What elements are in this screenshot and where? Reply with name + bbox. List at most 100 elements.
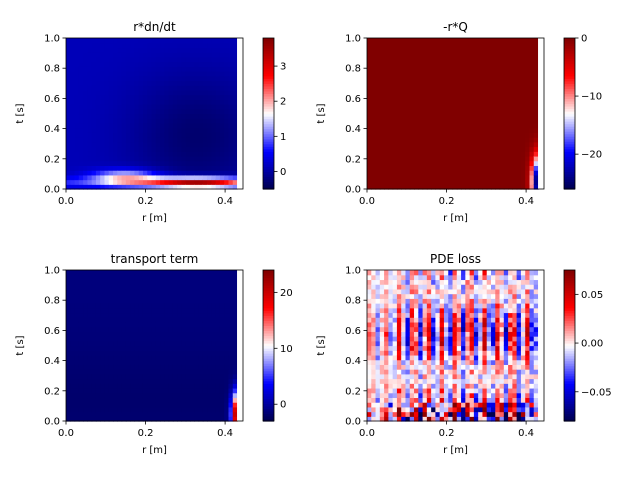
heatmap-cell [151, 336, 157, 342]
heatmap-cell [465, 52, 471, 58]
heatmap-cell [422, 52, 428, 58]
heatmap-cell [138, 85, 144, 91]
heatmap-cell [185, 160, 191, 167]
heatmap-cell [435, 66, 441, 72]
heatmap-cell [172, 56, 178, 63]
heatmap-cell [185, 397, 191, 403]
colorbar-segment [263, 80, 274, 84]
heatmap-cell [172, 369, 178, 375]
heatmap-cell [401, 340, 407, 347]
heatmap-cell [207, 402, 212, 408]
colorbar-segment [564, 166, 575, 170]
heatmap-cell [87, 350, 93, 356]
heatmap-cell [160, 369, 165, 375]
heatmap-cell [164, 165, 170, 171]
heatmap-cell [367, 279, 372, 285]
heatmap-cell [155, 38, 161, 44]
heatmap-cell [388, 137, 394, 143]
heatmap-cell [384, 56, 389, 63]
heatmap-cell [409, 284, 415, 290]
heatmap-cell [478, 359, 484, 365]
heatmap-cell [452, 350, 458, 356]
heatmap-cell [160, 127, 165, 133]
colorbar-segment [263, 410, 274, 415]
heatmap-cell [151, 279, 157, 285]
heatmap-cell [525, 174, 531, 181]
heatmap-cell [435, 184, 441, 190]
heatmap-cell [74, 350, 80, 356]
heatmap-cell [104, 160, 110, 167]
heatmap-cell [108, 108, 114, 115]
heatmap-cell [100, 345, 106, 351]
heatmap-cell [113, 364, 118, 370]
heatmap-cell [190, 397, 195, 403]
heatmap-cell [469, 137, 475, 143]
heatmap-cell [461, 184, 466, 190]
heatmap-cell [371, 378, 377, 384]
heatmap-cell [87, 56, 93, 63]
heatmap-cell [211, 298, 217, 304]
heatmap-cell [190, 66, 195, 72]
heatmap-cell [379, 179, 385, 185]
heatmap-cell [478, 298, 484, 304]
heatmap-cell [473, 359, 479, 365]
heatmap-cell [91, 364, 97, 370]
heatmap-cell [130, 122, 136, 129]
heatmap-cell [70, 80, 76, 86]
heatmap-cell [224, 293, 230, 299]
heatmap-cell [160, 411, 165, 417]
heatmap-cell [219, 141, 225, 148]
heatmap-cell [418, 66, 424, 72]
heatmap-cell [435, 174, 441, 181]
heatmap-cell [78, 94, 84, 100]
heatmap-cell [108, 383, 114, 389]
heatmap-cell [177, 345, 183, 351]
heatmap-cell [134, 307, 140, 314]
heatmap-cell [401, 312, 407, 318]
heatmap-cell [224, 406, 230, 413]
heatmap-cell [473, 340, 479, 347]
heatmap-cell [181, 137, 187, 143]
heatmap-cell [66, 340, 71, 347]
heatmap-cell [147, 179, 153, 185]
heatmap-cell [482, 174, 488, 181]
heatmap-cell [104, 179, 110, 185]
heatmap-cell [491, 137, 496, 143]
heatmap-cell [194, 345, 200, 351]
heatmap-cell [104, 47, 110, 53]
heatmap-cell [401, 298, 407, 304]
heatmap-cell [379, 118, 385, 124]
heatmap-cell [108, 336, 114, 342]
heatmap-cell [533, 170, 539, 176]
heatmap-cell [100, 383, 106, 389]
heatmap-cell [172, 99, 178, 105]
heatmap-cell [431, 402, 437, 408]
heatmap-cell [70, 359, 76, 365]
heatmap-cell [486, 113, 492, 119]
heatmap-cell [482, 369, 488, 375]
heatmap-cell [108, 146, 114, 152]
heatmap-cell [142, 411, 148, 417]
heatmap-cell [160, 350, 165, 356]
heatmap-cell [207, 127, 212, 133]
heatmap-cell [465, 75, 471, 82]
heatmap-cell [142, 80, 148, 86]
heatmap-cell [520, 89, 526, 96]
heatmap-cell [215, 118, 221, 124]
heatmap-cell [367, 354, 372, 361]
heatmap-cell [113, 108, 118, 115]
heatmap-cell [473, 66, 479, 72]
heatmap-cell [108, 75, 114, 82]
heatmap-cell [91, 52, 97, 58]
heatmap-cell [78, 141, 84, 148]
heatmap-cell [371, 61, 377, 67]
heatmap-cell [198, 160, 204, 167]
heatmap-cell [409, 71, 415, 77]
heatmap-cell [495, 151, 501, 157]
heatmap-cell [384, 373, 389, 380]
heatmap-cell [232, 165, 238, 171]
heatmap-cell [418, 113, 424, 119]
heatmap-cell [130, 373, 136, 380]
heatmap-cell [155, 47, 161, 53]
heatmap-cell [224, 345, 230, 351]
